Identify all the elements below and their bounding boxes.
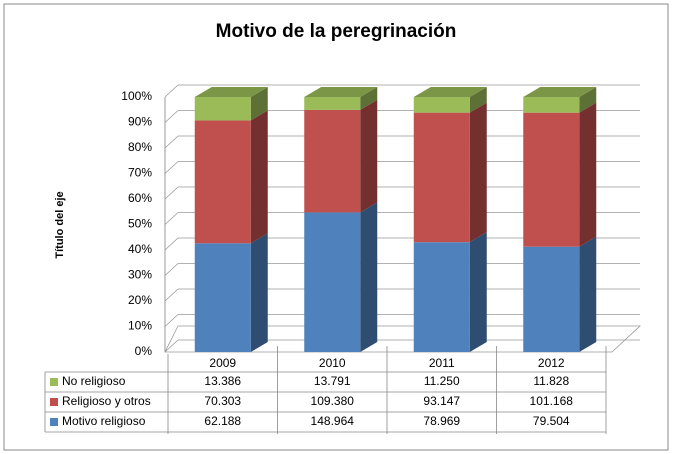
y-tick-label: 20% <box>128 293 152 307</box>
bar <box>413 112 470 243</box>
y-tick-label: 80% <box>128 140 152 154</box>
legend-label: Motivo religioso <box>62 414 146 428</box>
y-tick-label: 90% <box>128 115 152 129</box>
x-tick-label: 2009 <box>209 356 236 370</box>
bar-side <box>360 99 378 213</box>
table-value: 13.791 <box>314 374 351 388</box>
grid-line <box>164 237 179 251</box>
bar <box>304 212 361 352</box>
grid-line <box>164 161 179 174</box>
table-value: 11.828 <box>533 374 569 388</box>
grid-line <box>164 339 179 353</box>
bar-top <box>523 87 597 97</box>
table-value: 70.303 <box>204 394 241 408</box>
table-value: 109.380 <box>311 394 355 408</box>
bar-side <box>250 87 268 121</box>
table-value: 148.964 <box>311 414 355 428</box>
bar <box>194 243 251 352</box>
grid-line <box>164 186 179 200</box>
bar-top <box>304 87 378 97</box>
x-tick-label: 2011 <box>429 356 455 370</box>
bar-top <box>194 87 268 97</box>
y-tick-label: 50% <box>128 217 152 231</box>
table-value: 79.504 <box>533 414 570 428</box>
table-value: 62.188 <box>204 414 241 428</box>
grid-line <box>164 314 179 327</box>
bar <box>523 246 580 352</box>
y-tick-label: 40% <box>128 242 152 256</box>
bar <box>304 97 361 110</box>
grid-line <box>164 110 179 123</box>
y-axis-title: Título del eje <box>54 191 66 258</box>
grid-line <box>164 212 179 225</box>
bar-top <box>413 87 487 97</box>
table-value: 78.969 <box>423 414 460 428</box>
bar-side <box>360 87 378 110</box>
legend-label: No religioso <box>62 374 126 388</box>
bar <box>413 97 470 113</box>
y-tick-label: 30% <box>128 268 152 282</box>
bar <box>523 97 580 113</box>
legend-swatch <box>50 418 58 426</box>
bar <box>523 112 580 247</box>
table-value: 13.386 <box>204 374 241 388</box>
bar-side <box>579 236 597 352</box>
bar <box>194 97 251 121</box>
y-tick-label: 10% <box>128 319 152 333</box>
legend-swatch <box>50 378 58 386</box>
bar-side <box>360 202 378 352</box>
bar-side <box>469 102 487 243</box>
grid-line <box>164 84 179 98</box>
y-tick-label: 60% <box>128 191 152 205</box>
bar-side <box>469 232 487 352</box>
y-tick-label: 100% <box>121 89 152 103</box>
bar-side <box>579 87 597 113</box>
table-value: 11.250 <box>424 374 460 388</box>
grid-line <box>164 135 179 149</box>
x-tick-label: 2010 <box>319 356 346 370</box>
y-tick-label: 0% <box>135 344 153 358</box>
bar <box>413 242 470 352</box>
table-value: 93.147 <box>423 394 460 408</box>
bar-side <box>579 102 597 247</box>
x-tick-label: 2012 <box>538 356 565 370</box>
y-tick-label: 70% <box>128 166 152 180</box>
bar-side <box>250 233 268 352</box>
table-value: 101.168 <box>530 394 574 408</box>
legend-swatch <box>50 398 58 406</box>
bar <box>194 120 251 244</box>
bar-side <box>469 87 487 113</box>
grid-line <box>164 288 179 302</box>
chart-title: Motivo de la peregrinación <box>216 21 457 42</box>
legend-label: Religioso y otros <box>62 394 151 408</box>
grid-line <box>164 263 179 276</box>
bar-side <box>250 110 268 244</box>
bar <box>304 109 361 213</box>
